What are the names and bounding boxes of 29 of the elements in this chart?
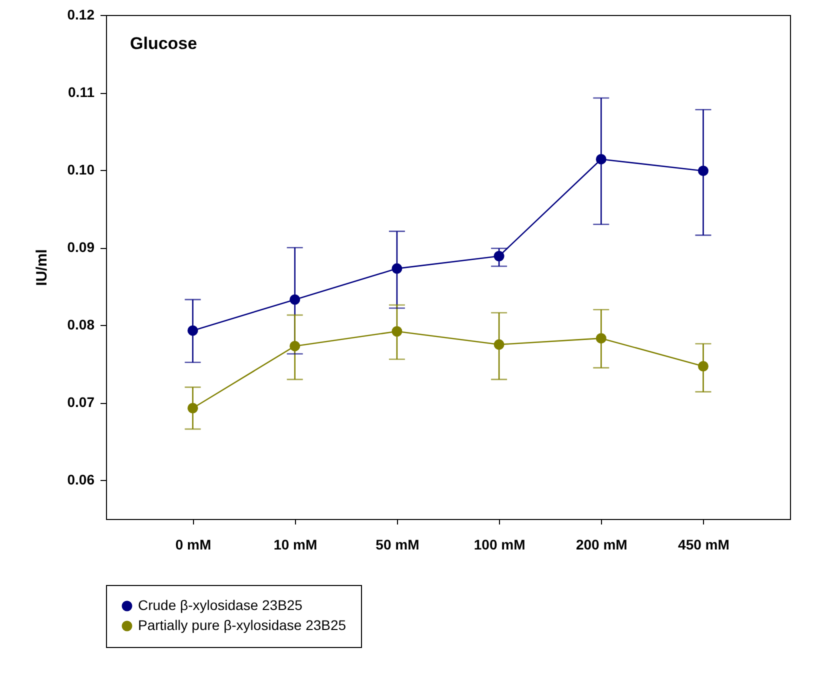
point <box>698 361 708 372</box>
point <box>596 333 606 344</box>
point <box>494 339 504 350</box>
x-tick-label: 200 mM <box>576 536 628 552</box>
point <box>392 263 402 274</box>
point <box>290 340 300 352</box>
y-tick-label: 0.06 <box>67 472 95 488</box>
point <box>596 154 606 164</box>
y-tick-label: 0.08 <box>67 316 95 333</box>
point <box>290 294 300 305</box>
legend-label: Crude β-xylosidase 23B25 <box>138 597 303 613</box>
x-tick-label: 100 mM <box>474 536 526 552</box>
y-tick-label: 0.10 <box>67 162 95 178</box>
y-tick-label: 0.07 <box>67 394 95 410</box>
text: Glucose <box>130 34 198 53</box>
y-tick-label: 0.11 <box>68 84 95 100</box>
x-tick-label: 10 mM <box>274 536 318 552</box>
y-tick-label: 0.09 <box>67 239 95 256</box>
point <box>188 325 198 336</box>
legend-label: Partially pure β-xylosidase 23B25 <box>138 617 346 633</box>
y-axis-title: IU/ml <box>33 249 50 286</box>
x-tick-label: 450 mM <box>678 536 730 552</box>
point <box>698 166 708 176</box>
point <box>494 250 504 262</box>
x-tick-label: 0 mM <box>175 536 212 552</box>
x-tick-label: 50 mM <box>376 536 420 552</box>
point <box>188 402 198 414</box>
y-tick-label: 0.12 <box>67 6 95 22</box>
point <box>392 326 402 337</box>
